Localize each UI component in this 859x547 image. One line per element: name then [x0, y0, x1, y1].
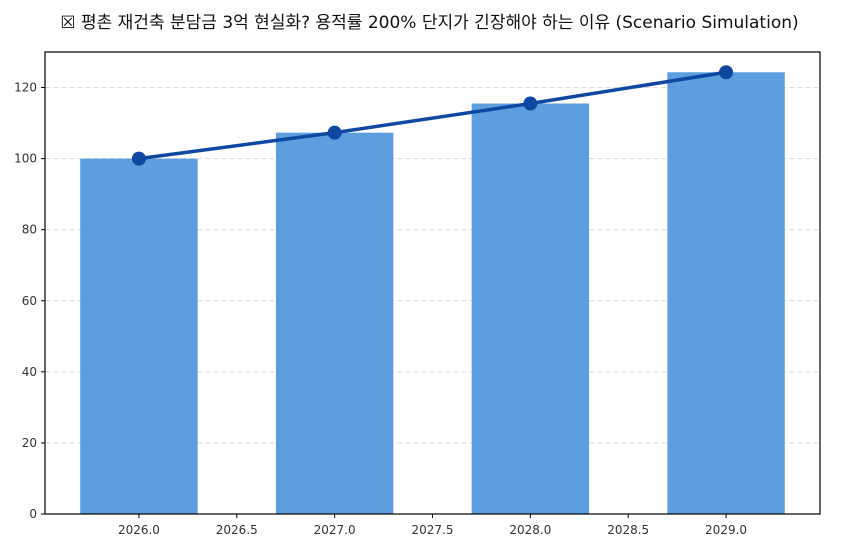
- bar-2029: [667, 72, 785, 514]
- y-tick-label: 0: [29, 507, 37, 521]
- bar-2028: [471, 103, 590, 515]
- bar-2026: [80, 158, 198, 514]
- y-tick-label: 100: [14, 152, 37, 166]
- trend-line: [138, 70, 727, 161]
- x-tick-label: 2028.5: [607, 523, 649, 537]
- chart-title: ☒ 평촌 재건축 분담금 3억 현실화? 용적률 200% 단지가 긴장해야 하…: [60, 13, 799, 33]
- line-marker-2028: [523, 96, 538, 111]
- y-tick-label: 40: [22, 365, 37, 379]
- x-tick-label: 2029.0: [705, 523, 747, 537]
- y-tick-label: 120: [14, 81, 37, 95]
- x-tick-label: 2026.0: [118, 523, 160, 537]
- x-tick-label: 2028.0: [509, 523, 551, 537]
- bar-2027: [275, 132, 394, 514]
- line-marker-2027: [327, 125, 342, 140]
- y-tick-label: 20: [22, 436, 37, 450]
- x-tick-label: 2026.5: [216, 523, 258, 537]
- x-tick-label: 2027.5: [412, 523, 454, 537]
- y-tick-label: 80: [22, 223, 37, 237]
- line-marker-2029: [719, 65, 734, 80]
- y-tick-label: 60: [22, 294, 37, 308]
- x-tick-label: 2027.0: [314, 523, 356, 537]
- line-marker-2026: [131, 151, 146, 166]
